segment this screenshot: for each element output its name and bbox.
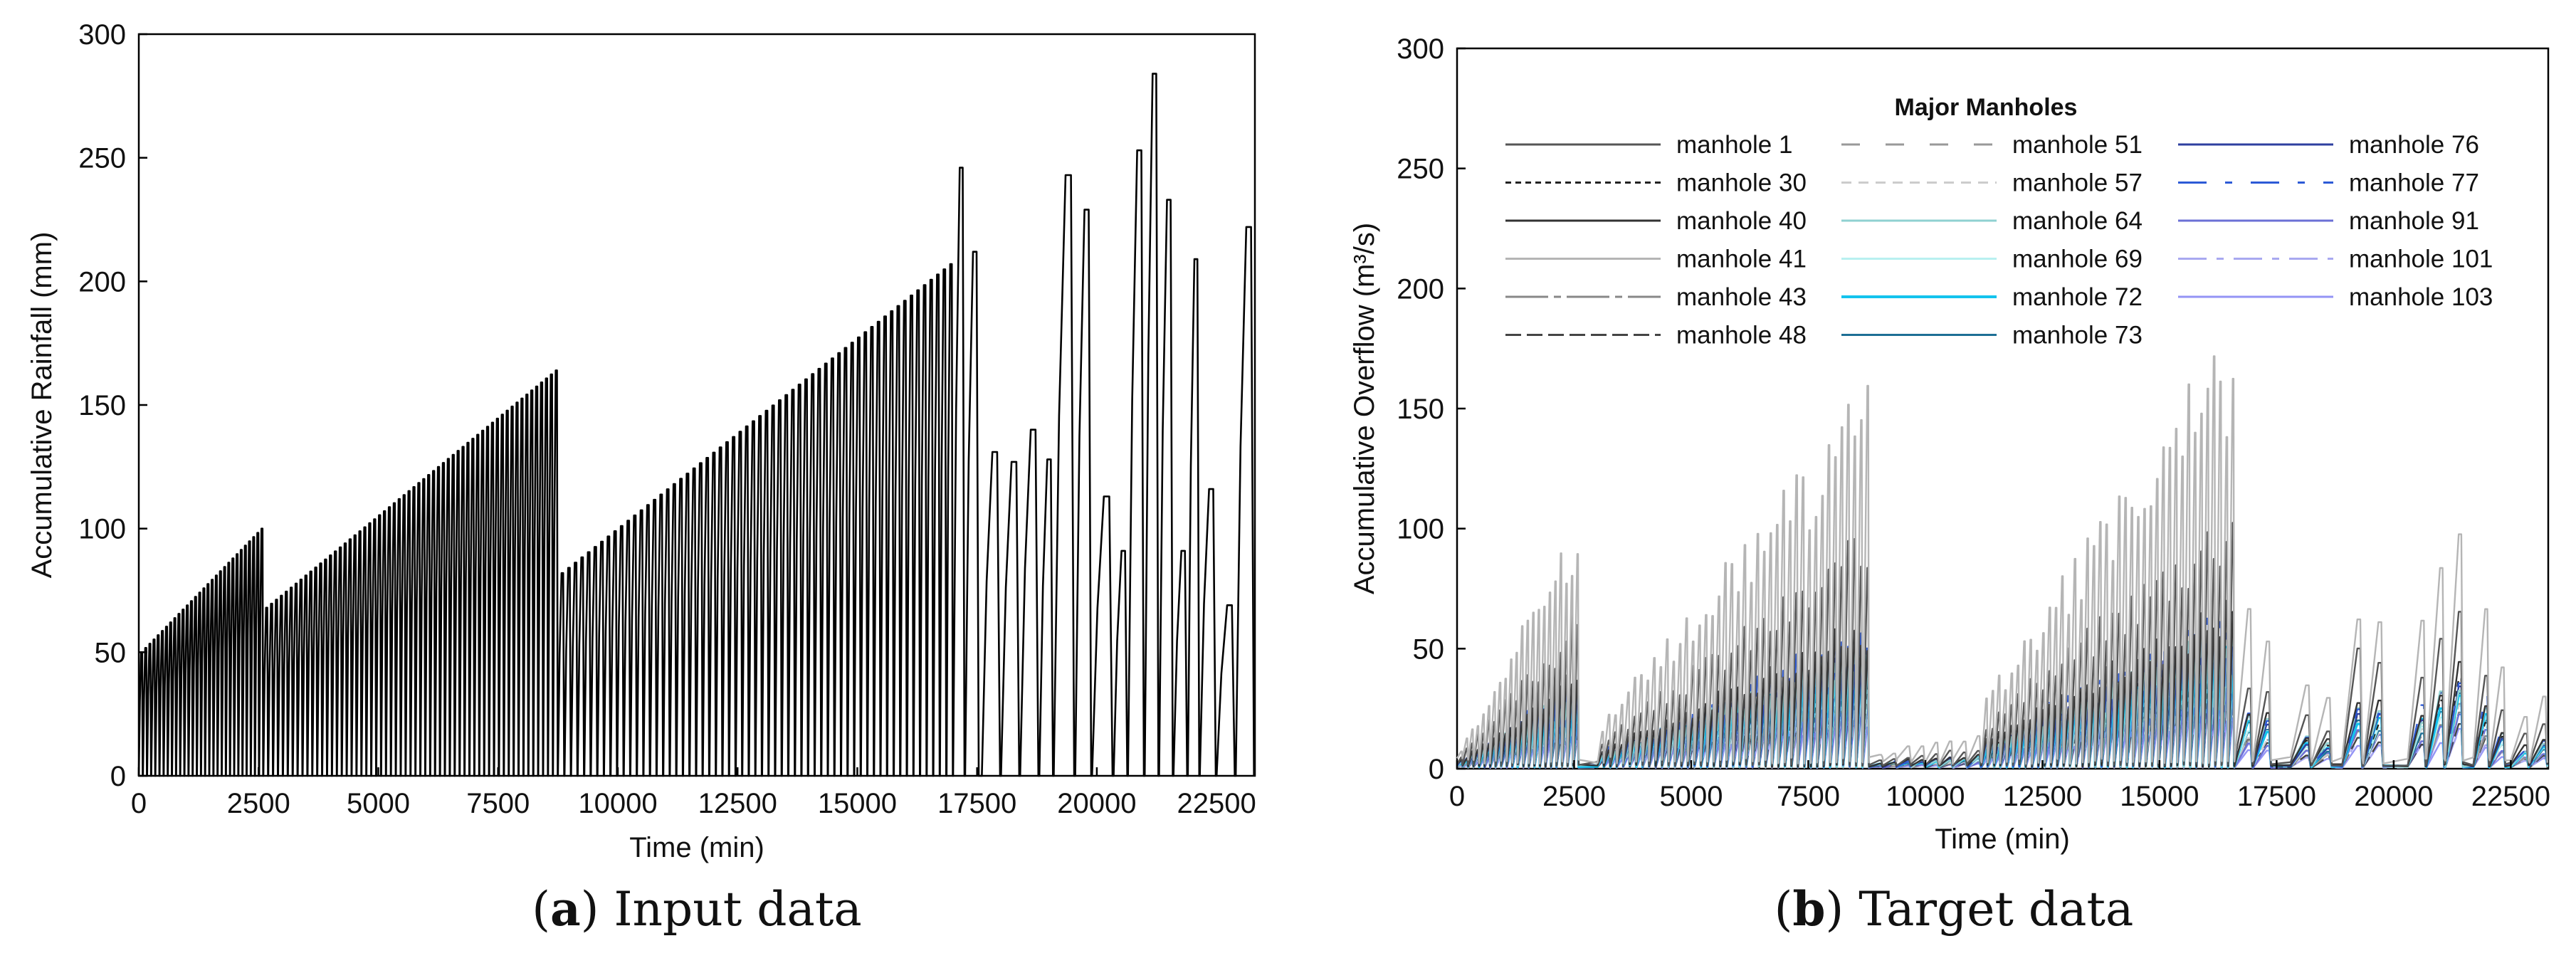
x-tick-label: 20000 — [1057, 788, 1136, 819]
panel-b-caption: (b) Target data — [1775, 881, 2134, 937]
panel-b-y-axis-title: Accumulative Overflow (m³/s) — [1349, 223, 1380, 594]
x-tick-label: 5000 — [1659, 781, 1723, 812]
x-tick-label: 17500 — [937, 788, 1016, 819]
legend-label: manhole 48 — [1676, 322, 1807, 349]
x-tick-label: 7500 — [466, 788, 530, 819]
y-tick-label: 300 — [1397, 33, 1444, 65]
legend-label: manhole 64 — [2012, 207, 2143, 235]
x-tick-label: 5000 — [347, 788, 410, 819]
series-line-rainfall — [137, 73, 1255, 777]
y-tick-label: 200 — [78, 266, 126, 298]
x-tick-label: 10000 — [1886, 781, 1965, 812]
panel-a-x-tick-group: 0 2500 5000 7500 10000 12500 15000 17500 20000 22… — [131, 767, 1256, 819]
legend-label: manhole 1 — [1676, 131, 1792, 159]
x-tick-label: 10000 — [578, 788, 657, 819]
x-tick-label: 12500 — [2003, 781, 2082, 812]
y-tick-label: 150 — [78, 390, 126, 421]
panel-b-legend: manhole 1 manhole 30 manhole 40 manhole 41 m… — [1505, 131, 2493, 349]
legend-label: manhole 57 — [2012, 169, 2143, 197]
panel-b-caption-letter: b — [1792, 881, 1825, 937]
legend-label: manhole 91 — [2349, 207, 2479, 235]
panel-b-x-tick-group: 0 2500 5000 7500 10000 12500 15000 17500 20000 22… — [1449, 760, 2550, 812]
x-tick-label: 15000 — [2120, 781, 2199, 812]
panel-a-caption-text: ) Input data — [581, 882, 862, 937]
y-tick-label: 50 — [95, 637, 127, 668]
panel-a-caption: (a) Input data — [532, 881, 862, 937]
y-tick-label: 200 — [1397, 273, 1444, 305]
y-tick-label: 100 — [78, 514, 126, 545]
x-tick-label: 0 — [131, 788, 147, 819]
x-tick-label: 0 — [1449, 781, 1465, 812]
x-tick-label: 15000 — [818, 788, 897, 819]
y-tick-label: 250 — [1397, 154, 1444, 185]
x-tick-label: 22500 — [1177, 788, 1256, 819]
panel-b-overflow-series-group — [1456, 355, 2549, 769]
panel-b-target-data: 0 50 100 150 200 250 300 0 2500 5000 7500 10000 125… — [1349, 33, 2550, 937]
panel-b-legend-title: Major Manholes — [1895, 94, 2078, 121]
series-line-manhole-41 — [1456, 355, 2548, 765]
panel-a-x-axis-title: Time (min) — [629, 832, 764, 863]
panel-a-rainfall-series-group — [137, 73, 1255, 777]
legend-label: manhole 103 — [2349, 283, 2493, 311]
x-tick-label: 2500 — [227, 788, 290, 819]
x-tick-label: 17500 — [2237, 781, 2316, 812]
panel-a-input-data: 0 50 100 150 200 250 300 0 2500 5000 7500 10000 125… — [26, 19, 1256, 937]
legend-label: manhole 51 — [2012, 131, 2143, 159]
legend-label: manhole 41 — [1676, 246, 1807, 273]
panel-a-caption-open: ( — [532, 882, 550, 937]
legend-label: manhole 43 — [1676, 283, 1807, 311]
legend-label: manhole 30 — [1676, 169, 1807, 197]
legend-label: manhole 101 — [2349, 246, 2493, 273]
x-tick-label: 20000 — [2354, 781, 2433, 812]
legend-label: manhole 76 — [2349, 131, 2479, 159]
x-tick-label: 22500 — [2471, 781, 2550, 812]
y-tick-label: 150 — [1397, 394, 1444, 425]
legend-label: manhole 69 — [2012, 246, 2143, 273]
legend-label: manhole 40 — [1676, 207, 1807, 235]
panel-a-caption-letter: a — [550, 881, 581, 937]
y-tick-label: 300 — [78, 19, 126, 51]
x-tick-label: 12500 — [698, 788, 777, 819]
panel-a-y-axis-title: Accumulative Rainfall (mm) — [26, 232, 58, 579]
panel-a-y-tick-group: 0 50 100 150 200 250 300 — [78, 19, 147, 792]
panel-b-x-axis-title: Time (min) — [1935, 824, 2070, 855]
legend-label: manhole 72 — [2012, 283, 2143, 311]
panel-b-y-tick-group: 0 50 100 150 200 250 300 — [1397, 33, 1466, 785]
legend-label: manhole 77 — [2349, 169, 2479, 197]
legend-label: manhole 73 — [2012, 322, 2143, 349]
y-tick-label: 0 — [110, 761, 126, 792]
y-tick-label: 50 — [1413, 633, 1445, 665]
y-tick-label: 250 — [78, 143, 126, 174]
y-tick-label: 0 — [1429, 754, 1444, 785]
x-tick-label: 7500 — [1777, 781, 1840, 812]
panel-b-caption-open: ( — [1775, 882, 1793, 937]
x-tick-label: 2500 — [1542, 781, 1606, 812]
y-tick-label: 100 — [1397, 514, 1444, 545]
panel-b-caption-text: ) Target data — [1826, 882, 2134, 937]
